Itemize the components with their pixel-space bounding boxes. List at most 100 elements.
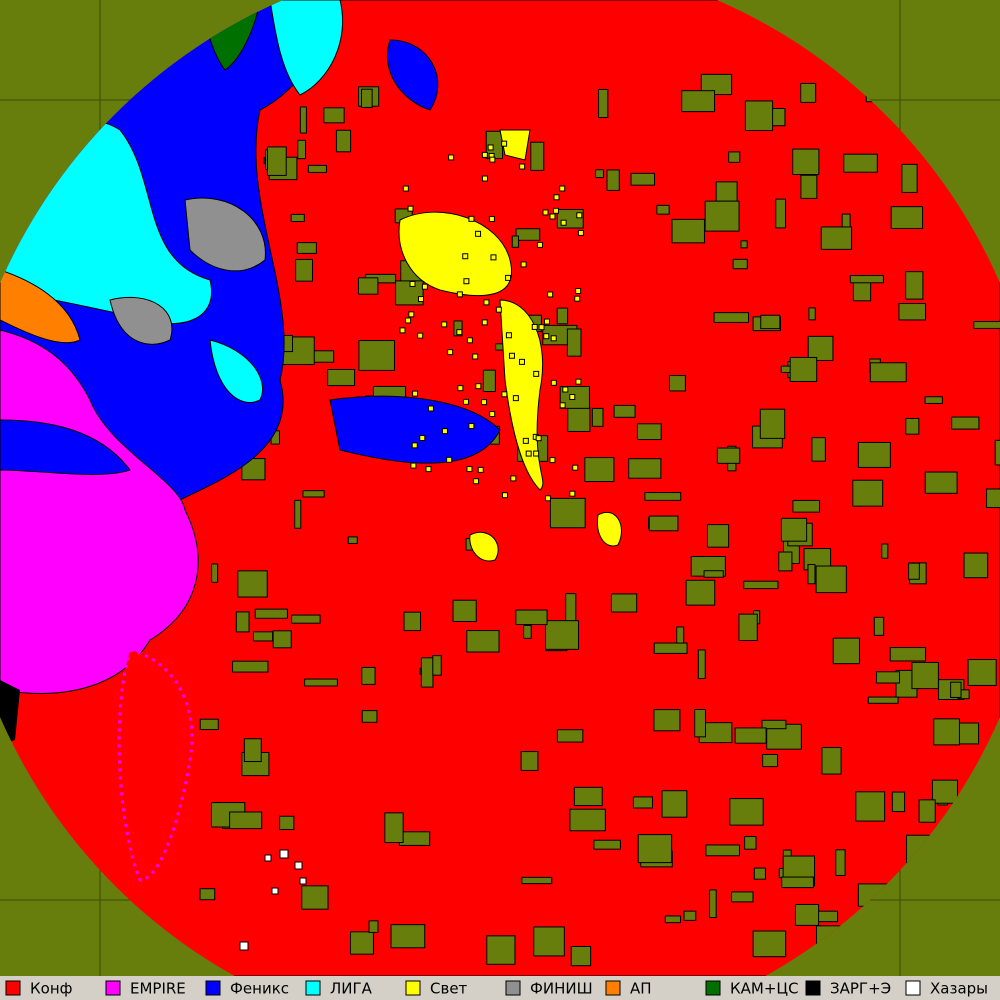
neutral-patch [358,340,395,371]
svet-cell [462,253,469,260]
svet-cell [533,370,540,377]
neutral-patch [792,148,820,176]
neutral-patch [734,727,767,744]
legend-label: ФИНИШ [530,980,593,998]
neutral-patch [869,362,907,383]
neutral-patch [703,570,724,578]
svet-cell [547,291,554,298]
neutral-patch [820,226,853,250]
neutral-patch [835,849,846,876]
neutral-patch [807,335,834,361]
svet-cell [448,154,455,161]
svet-cell [536,241,543,248]
neutral-patch [403,611,422,632]
svet-cell [402,185,409,192]
neutral-patch [951,416,980,430]
svet-cell [425,466,432,473]
neutral-patch [716,447,741,464]
neutral-patch [452,599,477,622]
neutral-patch [700,73,733,96]
neutral-patch [815,565,847,594]
svet-cell [456,291,463,298]
neutral-patch [556,729,584,743]
svet-cell [418,296,425,303]
svet-cell [533,450,540,457]
svet-cell [574,295,581,302]
legend-label: EMPIRE [130,980,186,998]
neutral-patch [901,163,918,193]
neutral-patch [598,88,609,119]
svet-cell [481,319,488,326]
neutral-patch [807,564,816,585]
neutral-patch [644,492,682,501]
legend-swatch [5,980,21,996]
svet-cell [399,327,406,334]
neutral-patch [905,417,920,435]
neutral-patch [653,709,681,732]
neutral-patch [398,831,431,846]
neutral-patch [297,139,307,160]
legend-swatch [905,980,921,996]
neutral-patch [361,88,373,108]
neutral-patch [694,709,706,738]
neutral-patch [876,671,901,684]
neutral-patch [852,479,884,507]
neutral-patch [549,497,586,529]
neutral-patch [762,753,779,768]
svet-cell [544,495,551,502]
neutral-patch [704,200,740,232]
svet-cell [468,215,475,222]
svet-cell [549,457,556,464]
neutral-patch [732,258,748,270]
neutral-patch [740,240,748,249]
neutral-patch [350,931,374,955]
neutral-patch [891,791,906,813]
neutral-patch [515,609,548,626]
neutral-patch [636,423,662,441]
neutral-patch [729,798,764,826]
legend-label: Хазары [930,980,988,998]
neutral-patch [591,407,604,427]
neutral-patch [832,637,861,665]
svet-cell [518,358,525,365]
neutral-patch [335,129,352,153]
legend-label: АП [630,980,652,998]
svet-cell [575,378,582,385]
neutral-patch [760,314,781,330]
svet-cell [462,398,469,405]
svet-cell [441,428,448,435]
neutral-patch [843,153,878,173]
neutral-patch [781,876,814,889]
svet-cell [463,278,470,285]
svet-cell [488,215,495,222]
neutral-patch [855,791,886,822]
neutral-patch [296,242,317,254]
svet-cell [575,287,582,294]
neutral-patch [706,524,730,548]
empire-territory [0,329,199,694]
neutral-patch [656,204,670,215]
neutral-patch [731,891,754,903]
svet-cell [417,332,424,339]
svet-cell [466,466,473,473]
neutral-patch [521,876,553,885]
neutral-patch [211,563,219,583]
svet-cell [489,156,496,163]
svet-cell [477,466,484,473]
neutral-patch [744,100,774,131]
svet-cell [525,450,532,457]
svet-cell [410,462,417,469]
neutral-patch [307,164,327,173]
neutral-patch [533,926,565,957]
neutral-patch [898,303,927,321]
legend-swatch [505,980,521,996]
neutral-patch [821,747,842,775]
neutral-patch [199,888,216,901]
svet-cell [542,209,549,216]
svet-cell [457,385,464,392]
neutral-patch [849,275,884,284]
neutral-patch [986,488,1000,509]
finish-territory [184,197,266,272]
neutral-patch [664,915,681,924]
